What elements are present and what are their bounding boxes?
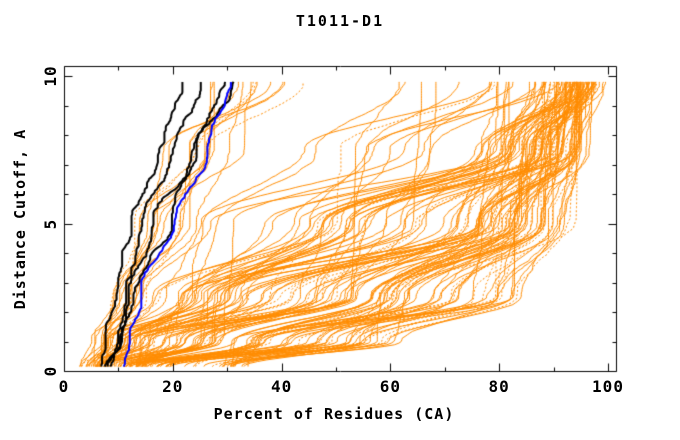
x-tick-label: 0 — [58, 377, 70, 396]
x-tick-label: 80 — [488, 377, 510, 396]
y-tick-label: 5 — [41, 218, 60, 229]
y-axis-label: Distance Cutoff, A — [11, 128, 29, 310]
x-tick-label: 100 — [592, 377, 624, 396]
x-tick-label: 20 — [162, 377, 184, 396]
y-tick-label: 10 — [41, 65, 60, 87]
chart-title: T1011-D1 — [295, 12, 385, 30]
x-tick-label: 40 — [270, 377, 293, 396]
x-tick-label: 60 — [379, 377, 402, 396]
x-axis-label: Percent of Residues (CA) — [213, 405, 455, 423]
y-tick-label: 0 — [41, 365, 60, 377]
